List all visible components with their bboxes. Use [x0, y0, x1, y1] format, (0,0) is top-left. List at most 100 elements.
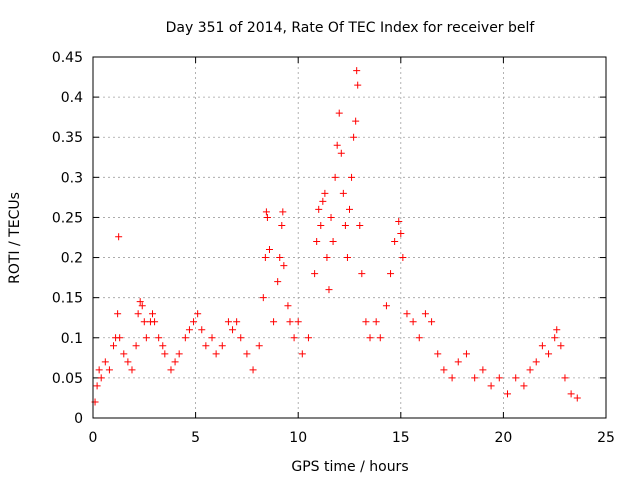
data-point — [171, 358, 179, 366]
data-point — [224, 318, 232, 326]
data-point — [95, 366, 103, 374]
data-point — [313, 238, 321, 246]
y-tick-label: 0.4 — [61, 90, 83, 106]
y-tick-label: 0 — [74, 411, 83, 427]
data-point — [321, 189, 329, 197]
data-point — [167, 366, 175, 374]
data-point — [136, 298, 144, 306]
y-tick-label: 0.3 — [61, 170, 83, 186]
data-point — [161, 350, 169, 358]
data-point — [356, 221, 364, 229]
data-point — [538, 342, 546, 350]
data-points — [91, 67, 581, 406]
data-point — [134, 310, 142, 318]
data-point — [353, 67, 361, 75]
data-point — [440, 366, 448, 374]
data-point — [551, 334, 559, 342]
data-point — [567, 390, 575, 398]
y-tick-label: 0.35 — [52, 130, 83, 146]
data-point — [335, 109, 343, 117]
data-point — [495, 374, 503, 382]
data-point — [128, 366, 136, 374]
data-point — [399, 254, 407, 262]
data-point — [325, 286, 333, 294]
y-tick-label: 0.2 — [61, 251, 83, 267]
data-point — [142, 334, 150, 342]
data-point — [140, 318, 148, 326]
data-point — [319, 197, 327, 205]
data-point — [395, 217, 403, 225]
data-point — [279, 208, 287, 216]
data-point — [263, 213, 271, 221]
x-tick-label: 15 — [392, 430, 410, 446]
data-point — [504, 390, 512, 398]
data-point — [261, 254, 269, 262]
x-tick-label: 25 — [597, 430, 615, 446]
data-point — [181, 334, 189, 342]
y-tick-label: 0.25 — [52, 210, 83, 226]
data-point — [138, 302, 146, 310]
data-point — [454, 358, 462, 366]
data-point — [421, 310, 429, 318]
data-point — [270, 318, 278, 326]
data-point — [259, 294, 267, 302]
data-point — [274, 278, 282, 286]
data-point — [354, 81, 362, 89]
grid-lines — [93, 57, 606, 418]
data-point — [323, 254, 331, 262]
data-point — [403, 310, 411, 318]
data-point — [243, 350, 251, 358]
data-point — [409, 318, 417, 326]
data-point — [120, 350, 128, 358]
x-tick-label: 20 — [494, 430, 512, 446]
data-point — [132, 342, 140, 350]
data-point — [343, 254, 351, 262]
data-point — [333, 141, 341, 149]
y-tick-label: 0.05 — [52, 371, 83, 387]
data-point — [553, 326, 561, 334]
data-point — [280, 262, 288, 270]
data-point — [341, 221, 349, 229]
data-point — [315, 205, 323, 213]
data-point — [101, 358, 109, 366]
data-point — [115, 233, 123, 241]
data-point — [93, 382, 101, 390]
x-tick-label: 5 — [191, 430, 200, 446]
data-point — [387, 270, 395, 278]
data-point — [545, 350, 553, 358]
data-point — [298, 350, 306, 358]
data-point — [391, 238, 399, 246]
data-point — [151, 318, 159, 326]
data-point — [237, 334, 245, 342]
data-point — [573, 394, 581, 402]
data-point — [434, 350, 442, 358]
y-tick-label: 0.15 — [52, 291, 83, 307]
data-point — [557, 342, 565, 350]
data-point — [249, 366, 257, 374]
data-point — [290, 334, 298, 342]
data-point — [471, 374, 479, 382]
data-point — [110, 342, 118, 350]
data-point — [448, 374, 456, 382]
data-point — [278, 221, 286, 229]
y-tick-label: 0.45 — [52, 50, 83, 66]
data-point — [175, 350, 183, 358]
data-point — [105, 366, 113, 374]
data-point — [185, 326, 193, 334]
data-point — [149, 310, 157, 318]
data-point — [348, 173, 356, 181]
data-point — [428, 318, 436, 326]
data-point — [124, 358, 132, 366]
data-point — [512, 374, 520, 382]
data-point — [114, 310, 122, 318]
data-point — [233, 318, 241, 326]
data-point — [350, 133, 358, 141]
data-point — [311, 270, 319, 278]
data-point — [327, 213, 335, 221]
data-point — [202, 342, 210, 350]
data-point — [198, 326, 206, 334]
data-point — [352, 117, 360, 125]
data-point — [415, 334, 423, 342]
data-point — [487, 382, 495, 390]
